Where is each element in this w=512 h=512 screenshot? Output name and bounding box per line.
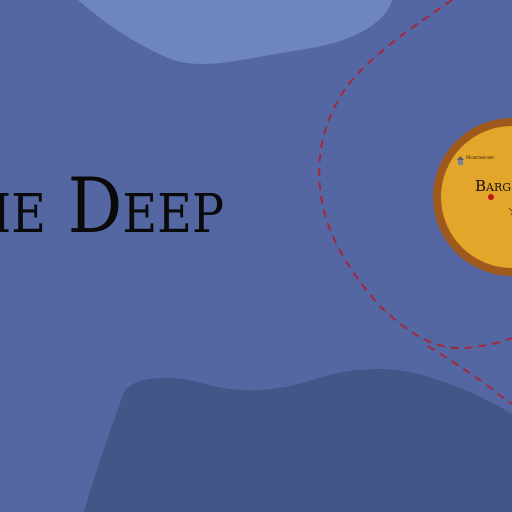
city-marker-icon[interactable] <box>488 194 494 200</box>
island-label: Barg <box>475 177 511 195</box>
island[interactable]: Barg Northport <box>433 118 512 276</box>
route-line-branch <box>427 345 512 405</box>
shallows-area <box>78 0 392 64</box>
deep-water-area <box>84 369 512 512</box>
route-line <box>318 0 512 350</box>
town-label: Northport <box>466 155 495 161</box>
region-label: The Deep <box>0 161 224 250</box>
town-icon[interactable] <box>457 156 464 165</box>
